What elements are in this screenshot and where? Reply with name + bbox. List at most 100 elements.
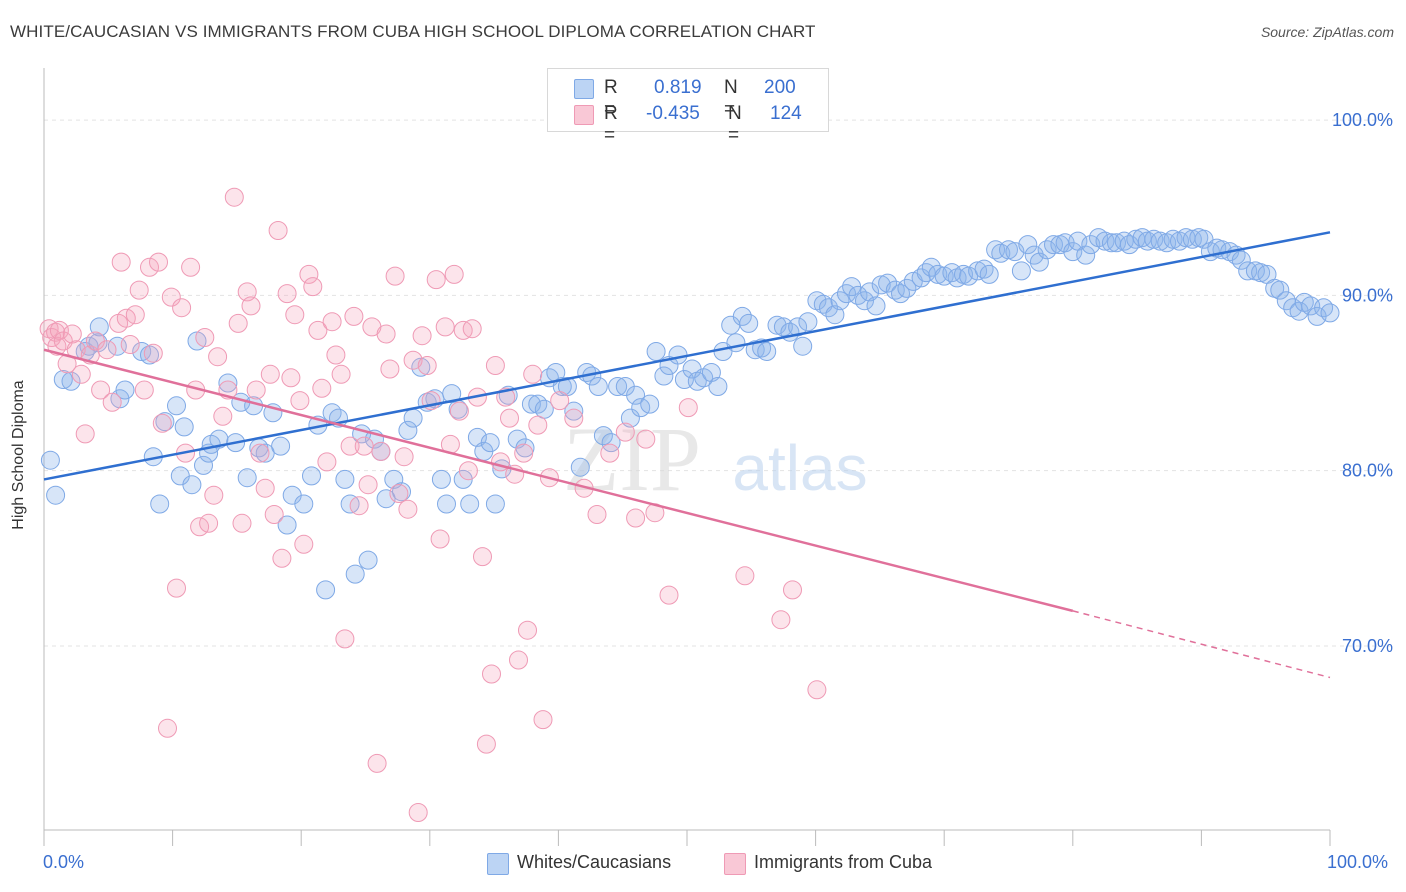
point-cuba [518,620,537,640]
point-cuba [615,422,635,442]
point-whites [564,401,584,421]
point-cuba [294,534,314,554]
point-cuba [134,380,154,400]
point-whites [1182,229,1202,249]
point-whites [46,485,66,505]
point-cuba [367,753,387,773]
point-cuba [232,513,252,533]
point-whites [1063,242,1083,262]
axes [43,68,1331,846]
point-cuba [120,335,140,354]
point-whites [739,313,759,333]
whites-swatch [574,79,594,99]
point-cuba [473,547,492,567]
point-whites [528,394,548,414]
n-label: N = [728,103,742,146]
point-cuba [246,380,266,400]
point-whites [1037,240,1057,260]
point-whites [271,436,291,456]
point-whites [335,469,355,489]
point-cuba [268,221,288,240]
point-whites [807,291,827,311]
point-whites [968,261,988,281]
point-cuba [312,378,332,398]
point-cuba [303,277,323,297]
point-whites [431,469,451,489]
point-cuba [277,284,297,304]
point-cuba [426,270,446,290]
point-whites [460,494,480,514]
point-cuba [340,436,360,456]
point-whites [928,264,948,284]
watermark-atlas: atlas [732,432,867,504]
point-cuba [75,424,95,444]
point-cuba [317,452,337,472]
point-cuba [264,505,284,524]
r-label: R = [604,77,618,120]
point-cuba [158,718,177,738]
point-whites [726,333,746,353]
point-cuba [255,478,275,498]
point-cuba [241,296,261,316]
r-value: -0.435 [646,103,700,124]
point-whites [974,259,994,279]
x-tick-label-max: 100.0% [1327,852,1389,872]
point-whites [358,550,378,570]
point-whites [788,317,808,337]
point-cuba [272,548,292,568]
point-whites [654,366,674,386]
point-whites [294,494,314,514]
legend-label-whites: Whites/Caucasians [517,852,672,872]
trendline-cuba [43,348,1074,613]
cuba-swatch [574,105,594,125]
point-cuba [97,340,117,360]
point-whites [848,285,868,305]
point-whites [345,564,365,584]
point-whites [218,373,238,393]
point-cuba [408,803,428,822]
point-whites [757,342,777,361]
point-cuba [412,326,432,346]
point-cuba [659,585,679,605]
point-cuba [204,485,224,505]
point-cuba [299,264,319,284]
point-cuba [430,529,450,549]
point-whites [646,342,666,361]
point-cuba [600,443,620,463]
point-cuba [533,710,553,730]
point-whites [871,275,891,295]
point-whites [174,417,194,437]
x-tick-label-min: 0.0% [43,852,85,872]
point-cuba [102,392,122,412]
point-cuba [376,324,396,344]
point-cuba [143,343,163,363]
point-whites [793,336,813,356]
point-cuba [208,347,228,367]
chart-source: Source: ZipAtlas.com [1260,24,1394,40]
trendline-whites [43,231,1331,481]
chart-title: WHITE/CAUCASIAN VS IMMIGRANTS FROM CUBA … [10,22,816,41]
point-whites [588,377,608,396]
r-label: R = [604,103,618,146]
point-whites [626,385,646,405]
point-cuba [371,441,391,461]
point-cuba [398,499,418,519]
point-cuba [125,305,145,325]
point-whites [467,427,487,447]
point-whites [480,433,500,453]
point-cuba [250,443,270,463]
point-cuba [71,364,91,384]
point-cuba [380,359,400,379]
point-cuba [514,443,534,463]
point-cuba [509,650,528,670]
point-whites [911,268,931,288]
point-whites [182,475,202,495]
point-whites [701,363,721,382]
point-whites [986,240,1006,260]
point-whites [773,317,793,337]
point-whites [999,240,1018,260]
point-whites [708,377,728,396]
point-cuba [354,436,374,456]
point-cuba [678,398,698,418]
